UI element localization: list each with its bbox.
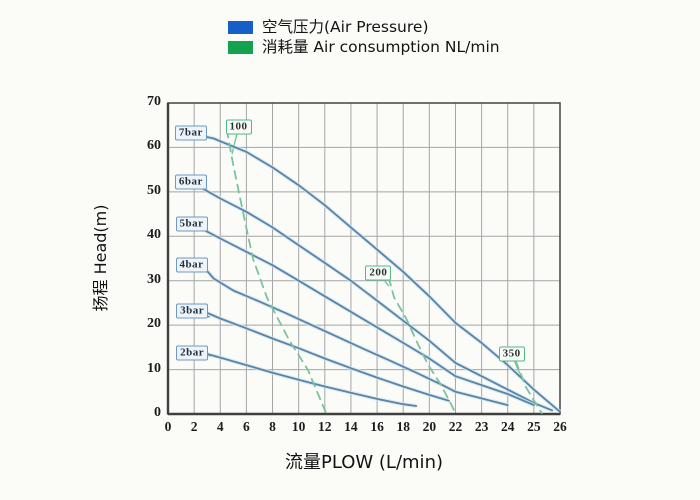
chart-canvas [166, 102, 562, 416]
curve-3bar [203, 310, 450, 402]
air-consumption-label: 消耗量 Air consumption NL/min [262, 38, 500, 56]
curve-label-350: 350 [498, 346, 525, 362]
x-tick-label-23: 23 [474, 419, 489, 434]
air-consumption-swatch [228, 41, 253, 54]
y-tick-label-50: 50 [147, 182, 161, 198]
x-axis-title: 流量PLOW (L/min) [284, 452, 443, 473]
x-tick-label-8: 8 [269, 419, 276, 434]
x-tick-label-18: 18 [396, 419, 410, 434]
curve-label-100: 100 [225, 119, 252, 135]
curve-100 [225, 128, 328, 415]
y-tick-label-40: 40 [147, 227, 161, 243]
x-tick-label-12: 12 [318, 419, 332, 434]
curve-label-6bar: 6bar [174, 174, 207, 190]
curve-5bar [198, 226, 535, 407]
x-tick-label-6: 6 [243, 419, 250, 434]
y-tick-label-0: 0 [154, 405, 161, 420]
y-tick-label-70: 70 [147, 94, 161, 109]
y-tick-label-20: 20 [147, 316, 161, 332]
x-tick-label-25: 25 [527, 419, 541, 434]
air-pressure-label: 空气压力(Air Pressure) [262, 18, 429, 36]
x-tick-label-14: 14 [344, 419, 358, 434]
y-tick-label-10: 10 [147, 360, 161, 376]
curve-350 [514, 359, 543, 415]
plot-area: 7bar 6bar 5bar 4bar 3bar 2bar 100 200 350 [166, 102, 562, 416]
curve-4bar [201, 264, 509, 407]
legend-item-air-consumption: 消耗量 Air consumption NL/min [228, 38, 500, 56]
x-tick-label-10: 10 [291, 419, 306, 434]
curve-label-5bar: 5bar [175, 216, 208, 232]
curve-label-3bar: 3bar [176, 303, 209, 319]
x-tick-label-16: 16 [370, 419, 384, 434]
curve-label-4bar: 4bar [175, 257, 208, 273]
x-tick-label-26: 26 [553, 419, 567, 434]
y-tick-label-30: 30 [147, 271, 161, 287]
chart-legend: 空气压力(Air Pressure) 消耗量 Air consumption N… [228, 18, 500, 60]
curve-label-200: 200 [365, 265, 392, 281]
legend-item-air-pressure: 空气压力(Air Pressure) [228, 18, 500, 36]
x-tick-label-20: 20 [422, 419, 437, 434]
curve-2bar [206, 353, 418, 407]
curve-label-2bar: 2bar [176, 345, 209, 361]
air-pressure-swatch [228, 21, 253, 34]
x-tick-label-2: 2 [190, 419, 198, 434]
x-tick-label-0: 0 [164, 419, 172, 434]
x-tick-label-4: 4 [216, 419, 224, 434]
x-tick-label-24: 24 [500, 419, 515, 434]
x-tick-label-22: 22 [448, 419, 463, 434]
y-tick-label-60: 60 [147, 138, 161, 154]
curve-label-7bar: 7bar [174, 125, 207, 141]
plot-frame [167, 102, 561, 415]
curve-6bar [195, 184, 554, 412]
